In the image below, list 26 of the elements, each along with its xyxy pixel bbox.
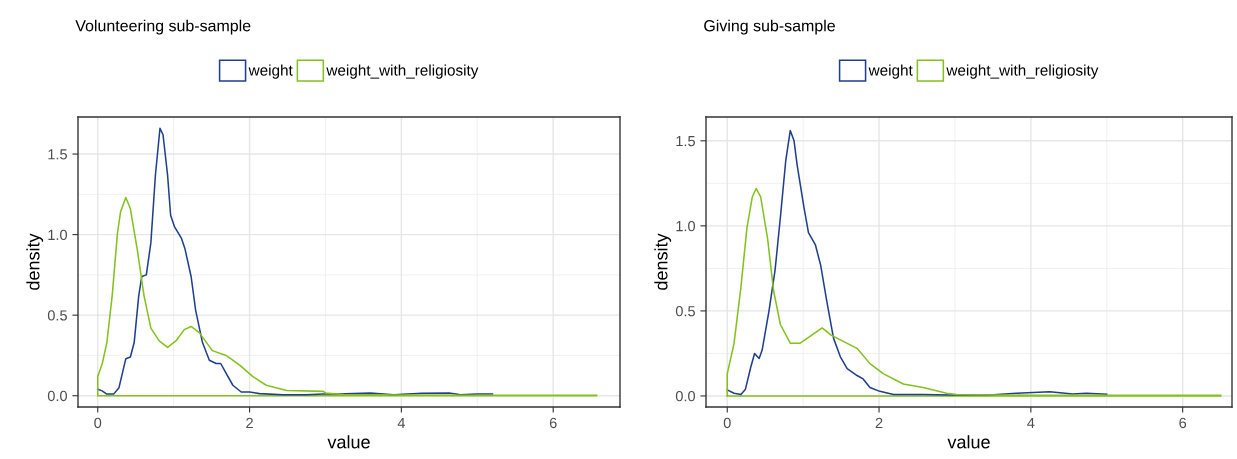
- y-tick-label: 0.0: [675, 391, 696, 402]
- y-axis-title: density: [26, 233, 44, 290]
- x-tick-label: 6: [549, 417, 557, 429]
- x-tick-label: 6: [1179, 417, 1187, 429]
- x-axis-title: value: [947, 435, 990, 449]
- legend-label: weight_with_religiosity: [326, 64, 479, 79]
- x-tick-label: 0: [94, 417, 102, 429]
- y-tick-label: 1.5: [48, 149, 67, 160]
- y-tick-label: 1.0: [676, 220, 696, 232]
- y-tick-label: 1.5: [676, 136, 695, 147]
- x-tick-label: 4: [397, 417, 406, 428]
- legend-label: weight: [868, 64, 913, 79]
- x-tick-label: 2: [246, 417, 253, 428]
- x-axis-title: value: [327, 435, 370, 449]
- y-tick-label: 0.0: [47, 390, 68, 402]
- y-axis-title: density: [654, 233, 672, 290]
- y-tick-label: 0.5: [47, 310, 67, 321]
- x-tick-label: 4: [1027, 417, 1035, 428]
- chart-title: Volunteering sub-sample: [75, 19, 251, 35]
- chart-title: Giving sub-sample: [704, 19, 835, 35]
- y-tick-label: 0.5: [675, 306, 695, 317]
- legend-label: weight_with_religiosity: [946, 64, 1099, 79]
- legend-label: weight: [248, 64, 293, 79]
- x-tick-label: 0: [723, 417, 731, 429]
- y-tick-label: 1.0: [48, 229, 68, 241]
- x-tick-label: 2: [875, 417, 883, 428]
